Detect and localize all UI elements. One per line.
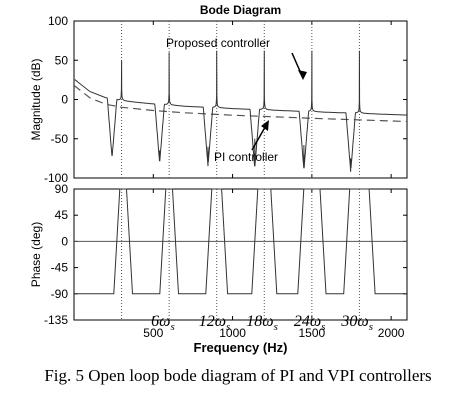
phase-trace bbox=[74, 188, 407, 295]
resonance-label-base: 6ω bbox=[151, 313, 170, 330]
mag-y-tick-label: -100 bbox=[44, 171, 68, 185]
proposed-controller-annotation: Proposed controller bbox=[166, 36, 270, 50]
resonance-label-subscript: s bbox=[321, 321, 325, 333]
phase-y-tick-label: 0 bbox=[61, 234, 68, 248]
phase-y-axis-label: Phase (deg) bbox=[29, 222, 43, 287]
resonance-label-subscript: s bbox=[226, 321, 230, 333]
pi-controller-curve bbox=[73, 84, 408, 123]
x-tick-label: 1500 bbox=[299, 326, 326, 340]
x-tick-label: 500 bbox=[143, 326, 163, 340]
resonance-label: 6ωs bbox=[151, 313, 175, 333]
resonance-label: 12ωs bbox=[199, 313, 231, 333]
resonance-label-base: 30ω bbox=[340, 313, 368, 330]
magnitude-axes-frame bbox=[73, 20, 408, 179]
phase-y-tick-label: -90 bbox=[51, 287, 69, 301]
phase-y-tick-label: 90 bbox=[55, 182, 69, 196]
resonance-label-subscript: s bbox=[369, 321, 373, 333]
phase-y-tick-label: 45 bbox=[55, 208, 69, 222]
resonance-label-subscript: s bbox=[274, 321, 278, 333]
proposed-controller-curve bbox=[74, 50, 407, 172]
phase-y-tick-label: -45 bbox=[51, 261, 69, 275]
phase-plot: 90 45 0 -45 -90 -135 bbox=[44, 182, 408, 327]
phase-axes-frame bbox=[73, 188, 408, 321]
phase-y-tick-label: -135 bbox=[44, 313, 68, 327]
x-tick-label: 1000 bbox=[219, 326, 246, 340]
chart-title: Bode Diagram bbox=[200, 3, 281, 17]
magnitude-y-axis-label: Magnitude (dB) bbox=[29, 58, 43, 140]
mag-y-tick-label: 50 bbox=[55, 53, 69, 67]
x-tick-label: 2000 bbox=[378, 326, 405, 340]
magnitude-plot: 100 50 0 -50 -100 bbox=[44, 14, 408, 185]
mag-y-tick-label: -50 bbox=[51, 132, 69, 146]
resonance-label-base: 18ω bbox=[246, 313, 273, 330]
resonance-label-base: 12ω bbox=[199, 313, 226, 330]
resonance-label-subscript: s bbox=[170, 321, 174, 333]
figure-caption: Fig. 5 Open loop bode diagram of PI and … bbox=[44, 366, 432, 385]
resonance-label: 24ωs bbox=[294, 313, 326, 333]
resonance-label-base: 24ω bbox=[294, 313, 321, 330]
proposed-controller-arrowhead bbox=[298, 70, 307, 80]
pi-controller-arrowhead bbox=[261, 120, 269, 131]
mag-y-tick-label: 100 bbox=[48, 14, 68, 28]
resonance-label: 18ωs bbox=[246, 313, 278, 333]
x-axis-label: Frequency (Hz) bbox=[194, 340, 288, 355]
pi-controller-annotation: PI controller bbox=[214, 150, 278, 164]
mag-y-tick-label: 0 bbox=[61, 93, 68, 107]
resonance-label: 30ωs bbox=[340, 313, 373, 333]
